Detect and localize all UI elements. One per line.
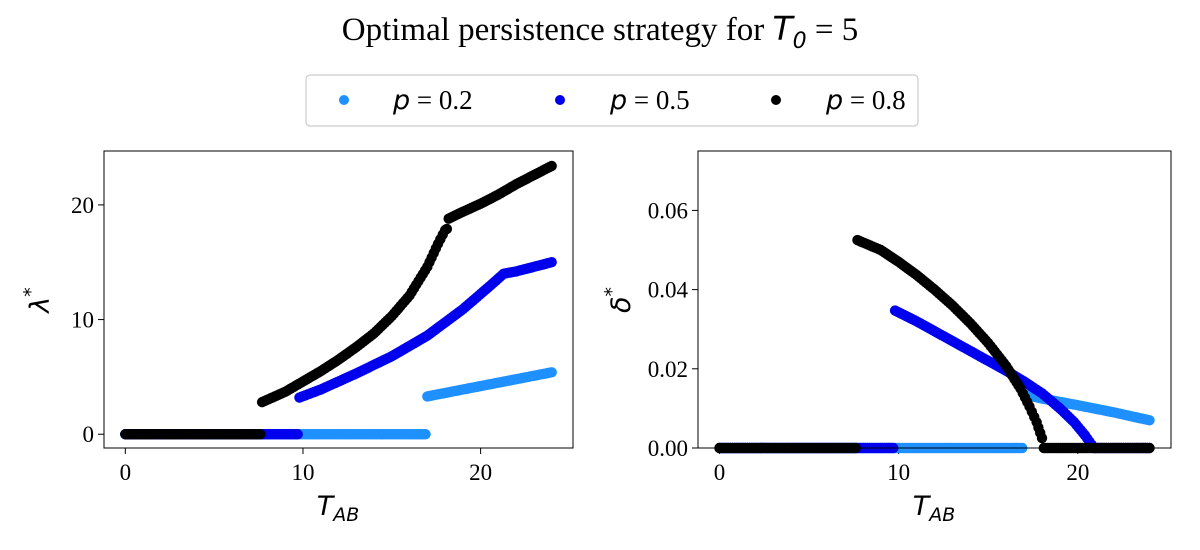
y-axis-label: δ*	[601, 287, 637, 313]
y-tick-label: 0.04	[648, 278, 689, 303]
y-tick-label: 0.06	[648, 198, 688, 223]
y-tick-label: 0.00	[648, 436, 688, 461]
x-tick-label: 10	[291, 460, 314, 485]
data-point	[546, 367, 557, 378]
legend-marker	[555, 95, 565, 105]
y-tick-label: 0	[83, 422, 95, 447]
legend-label: p = 0.2	[392, 85, 473, 116]
y-tick-label: 10	[71, 308, 94, 333]
legend-marker	[339, 95, 349, 105]
x-tick-label: 0	[714, 460, 726, 485]
x-tick-label: 0	[120, 460, 132, 485]
lambda-plot: 0 10 20 0 10 20 TAB λ*	[20, 150, 574, 526]
legend-frame	[305, 74, 919, 127]
chart-title: Optimal persistence strategy for T0 = 5	[342, 9, 859, 54]
plot-frame	[697, 150, 1172, 449]
series-p-0-5	[120, 257, 557, 440]
plot-frame	[103, 150, 574, 449]
x-tick-label: 20	[469, 460, 492, 485]
data-point	[420, 429, 431, 440]
x-tick-label: 20	[1066, 460, 1089, 485]
y-axis-label: λ*	[20, 287, 56, 314]
y-tick-label: 20	[71, 193, 94, 218]
x-tick-label: 10	[887, 460, 910, 485]
data-point	[1036, 432, 1048, 444]
data-point	[546, 160, 557, 172]
series-p-0-5	[714, 305, 1155, 454]
legend-label: p = 0.8	[825, 85, 906, 116]
data-point	[255, 429, 266, 440]
data-point	[441, 223, 453, 235]
legend-entry-3: p = 0.8	[771, 85, 906, 116]
x-axis-label: TAB	[913, 491, 956, 526]
y-tick-label: 0.02	[648, 357, 688, 382]
x-axis-label: TAB	[317, 491, 360, 526]
delta-plot: 0 10 20 0.00 0.02 0.04 0.06 TAB δ*	[601, 150, 1172, 526]
series-p-0-8	[714, 234, 1155, 454]
data-point	[292, 429, 303, 440]
legend-label: p = 0.5	[609, 85, 690, 116]
legend-entry-1: p = 0.2	[339, 85, 473, 116]
series-p-0-8	[120, 160, 557, 440]
data-point	[546, 257, 557, 268]
legend: p = 0.2 p = 0.5 p = 0.8	[305, 74, 919, 127]
data-point	[1144, 415, 1155, 426]
legend-entry-2: p = 0.5	[555, 85, 690, 116]
legend-marker	[771, 95, 781, 105]
